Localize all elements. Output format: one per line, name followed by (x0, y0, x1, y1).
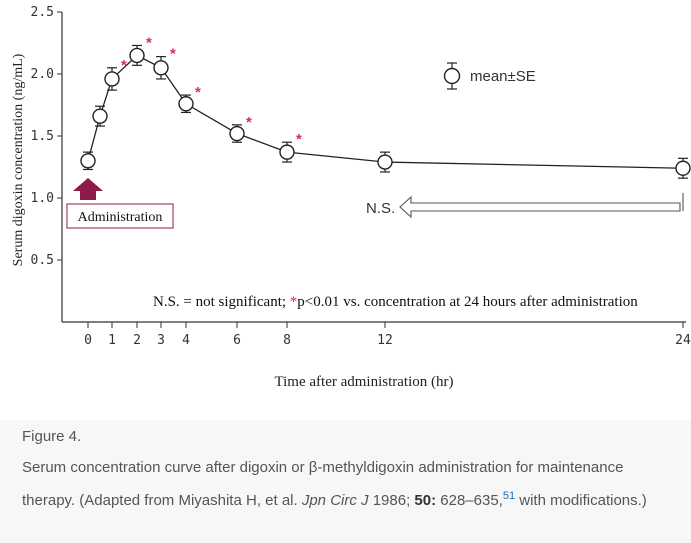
data-point (80, 153, 96, 169)
y-tick-label: 2.0 (31, 67, 54, 82)
legend-marker (443, 67, 461, 85)
data-point (153, 60, 169, 76)
caption-volume: 50: (414, 492, 437, 509)
x-tick-label: 3 (157, 333, 165, 348)
data-point (675, 160, 691, 176)
series-line (87, 54, 684, 169)
note-part: N.S. = not significant; (153, 294, 290, 310)
significance-star: * (246, 114, 252, 131)
administration-box (66, 203, 174, 229)
caption-ref-link[interactable]: 51 (502, 490, 516, 502)
x-axis-label: Time after administration (hr) (275, 374, 454, 390)
data-point (279, 144, 295, 160)
administration-arrow (73, 178, 103, 200)
y-tick-label: 1.5 (31, 129, 54, 144)
caption-year: 1986; (368, 492, 415, 509)
x-tick-label: 8 (283, 333, 291, 348)
data-point (129, 47, 145, 64)
data-point (104, 71, 120, 87)
caption-journal: Jpn Circ J (301, 492, 369, 509)
y-tick-label: 1.0 (31, 191, 54, 206)
x-tick-label: 1 (108, 333, 116, 348)
y-axis-label: Serum digoxin concentration (ng/mL) (11, 53, 26, 266)
caption-tail: with modifications.) (515, 492, 647, 509)
data-point (377, 154, 393, 170)
significance-note: N.S. = not significant; *p<0.01 vs. conc… (153, 294, 638, 310)
caption-label: Figure 4. (22, 428, 82, 445)
data-point (92, 108, 108, 124)
ns-label: N.S. (366, 200, 395, 217)
data-point (229, 125, 245, 142)
legend-label: mean±SE (470, 68, 536, 85)
x-tick-label: 24 (675, 333, 691, 348)
chart: 2.5 2.0 1.5 1.0 0.5 0 1 2 3 4 6 8 12 24 Time after adm… (11, 5, 691, 390)
significance-star: * (195, 84, 201, 101)
x-tick-label: 0 (84, 333, 92, 348)
data-point (178, 96, 194, 112)
administration-label: Administration (78, 210, 163, 225)
ns-arrow (399, 195, 681, 219)
caption-text: Serum concentration curve after digoxin … (22, 454, 672, 515)
significance-star: * (170, 46, 176, 63)
significance-star: * (121, 57, 127, 74)
significance-star: * (296, 131, 302, 148)
caption-line1: Serum concentration curve after digoxin … (22, 459, 624, 509)
caption-pages: 628–635, (436, 492, 503, 509)
y-tick-label: 2.5 (31, 5, 54, 20)
significance-star: * (146, 34, 152, 51)
note-part: p<0.01 vs. concentration at 24 hours aft… (297, 294, 638, 310)
x-tick-label: 6 (233, 333, 241, 348)
x-tick-label: 2 (133, 333, 141, 348)
y-tick-label: 0.5 (31, 253, 54, 268)
x-tick-label: 12 (377, 333, 393, 348)
x-tick-label: 4 (182, 333, 190, 348)
note-star: * (290, 294, 298, 310)
figure-caption: Figure 4. Serum concentration curve afte… (0, 420, 691, 543)
